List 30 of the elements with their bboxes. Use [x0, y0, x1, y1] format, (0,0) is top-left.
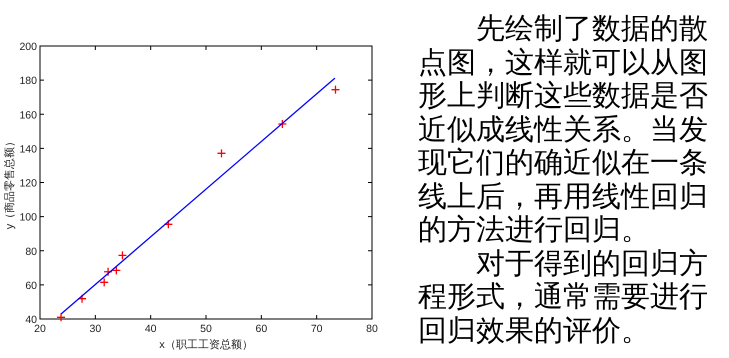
y-tick-label: 100: [19, 212, 38, 224]
point: [278, 119, 288, 129]
x-tick-label: 40: [144, 323, 157, 335]
y-tick-label: 200: [19, 41, 38, 53]
x-tick-label: 20: [34, 323, 46, 335]
x-tick-label: 30: [89, 323, 102, 335]
point: [118, 250, 128, 260]
text: 先绘制了数据的散点图，这样就可以从图形上判断这些数据是否近似成线性关系。当发现它们的确近似在一条线上后，再用线性回归的方法进行回归。: [418, 11, 709, 246]
y-tick-label: 60: [25, 280, 38, 292]
y-tick-label: 40: [25, 314, 38, 326]
y-tick-label: 140: [19, 143, 38, 156]
text: 对于得到的回归方程形式，通常需要进行回归效果的评价。: [418, 246, 709, 347]
y-axis-title: y（商品零售总额）: [3, 136, 16, 230]
y-tick-label: 80: [25, 246, 38, 258]
y-tick-label: 120: [19, 178, 38, 190]
point: [216, 148, 226, 158]
y-tick-label: 180: [19, 75, 38, 88]
point: [56, 312, 66, 322]
x-tick-label: 70: [310, 323, 323, 335]
point: [103, 267, 113, 276]
point: [112, 266, 122, 276]
x-axis-title: x（职工工资总额）: [159, 338, 253, 351]
point: [100, 278, 109, 287]
y-tick-label: 160: [19, 109, 38, 122]
point: [330, 85, 340, 94]
point: [77, 294, 87, 304]
point: [164, 220, 174, 229]
x-tick-label: 80: [366, 323, 378, 335]
x-tick-label: 50: [200, 323, 212, 335]
x-tick-label: 60: [255, 323, 268, 335]
